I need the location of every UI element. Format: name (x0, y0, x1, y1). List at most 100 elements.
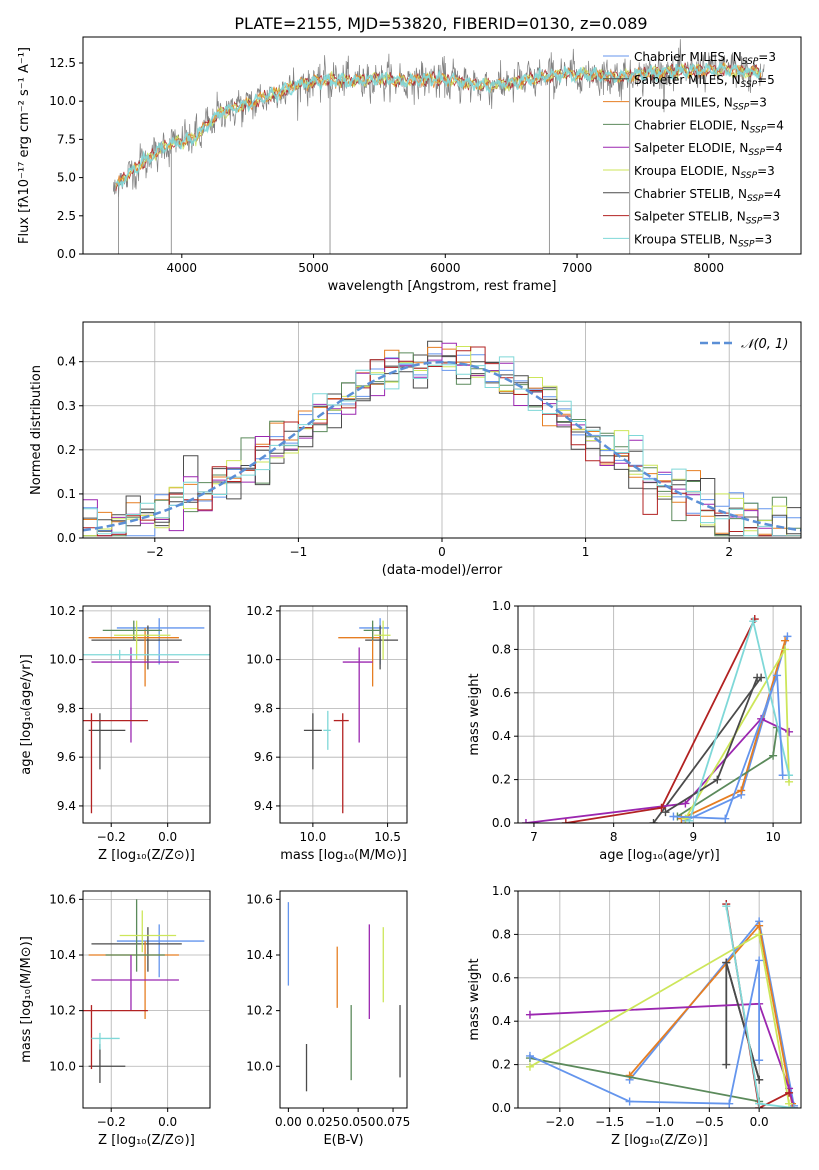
legend-series-name: Salpeter MILES (634, 73, 724, 87)
legend-nssp-label: , N (730, 187, 747, 201)
x-tick-label: 10 (765, 830, 780, 844)
weight-marker (755, 930, 764, 939)
chart-mass-vs-Z: −0.2 0.0 10.0 10.2 10.4 10.6 Z [log₁₀(Z/Z⊙)] ma… (19, 890, 211, 1148)
normal-curve (83, 360, 801, 532)
plot-area (83, 340, 801, 537)
y-tick-label: 10.2 (246, 1004, 273, 1018)
y-tick-label: 0.0 (492, 816, 511, 830)
weight-line (673, 675, 784, 820)
model-spectrum-line (115, 61, 762, 189)
legend-series-name: Salpeter ELODIE (634, 141, 732, 155)
legend-nssp-label: , N (733, 118, 750, 132)
y-axis-label: mass weight (467, 958, 482, 1040)
weight-marker (722, 902, 731, 911)
y-tick-label: 0.4 (57, 355, 76, 369)
legend-nssp-sub: SSP (748, 148, 765, 158)
y-tick-label: 0.1 (57, 487, 76, 501)
weight-marker (685, 816, 694, 823)
axes-frame (82, 605, 211, 824)
weight-marker (790, 1104, 799, 1108)
y-tick-label: 10.0 (49, 653, 76, 667)
error-bar-point (119, 910, 177, 953)
y-tick-label: 0.2 (492, 773, 511, 787)
weight-line (725, 962, 760, 1081)
y-tick-label: 10.2 (49, 604, 76, 618)
legend-series-name: Salpeter STELIB (634, 210, 729, 224)
error-bar-point (102, 620, 163, 641)
error-bar-point (374, 620, 391, 660)
weight-line (628, 923, 793, 1104)
weight-marker (749, 617, 758, 626)
weight-line (525, 717, 790, 823)
legend-label: Salpeter MILES, NSSP=5 (634, 73, 775, 90)
y-tick-label: 0.6 (492, 686, 511, 700)
weight-marker (625, 1071, 634, 1080)
legend-series-name: Chabrier MILES (634, 50, 725, 64)
weight-marker (755, 1075, 764, 1084)
plot-area (303, 618, 399, 814)
y-tick-label: 0.3 (57, 399, 76, 413)
axes-frame (82, 36, 802, 255)
x-tick-label: −0.5 (695, 1115, 724, 1129)
weight-marker (521, 819, 530, 823)
weight-marker (713, 775, 722, 784)
x-tick-label: 7 (530, 830, 538, 844)
y-tick-label: 10.0 (246, 653, 273, 667)
x-tick-label: −1.0 (645, 1115, 674, 1129)
weight-marker (769, 751, 778, 760)
y-tick-label: 2.5 (57, 209, 76, 223)
legend-label: Chabrier MILES, NSSP=3 (634, 50, 776, 67)
x-tick-label: 7000 (562, 261, 593, 275)
y-tick-label: 10.2 (49, 1004, 76, 1018)
legend-nssp-sub: SSP (746, 217, 763, 227)
legend-series-name: Kroupa ELODIE (634, 164, 724, 178)
error-bar-point (114, 620, 171, 660)
error-bar-point (116, 924, 205, 978)
legend-nssp-sub: SSP (741, 171, 758, 181)
chart-weight-vs-age: 7 8 9 10 0.0 0.2 0.4 0.6 0.8 1.0 age [log₁₀(age/yr… (467, 599, 802, 863)
axes-frame (279, 605, 408, 824)
weight-marker (781, 636, 790, 645)
y-tick-label: 10.6 (49, 892, 76, 906)
y-tick-label: 0.2 (492, 1058, 511, 1072)
x-tick-label: 0.050 (341, 1115, 375, 1129)
error-bar-point (116, 618, 205, 665)
weight-marker (785, 1088, 794, 1097)
x-axis-label: age [log₁₀(age/yr)] (599, 848, 720, 863)
legend-nssp-label: , N (716, 96, 733, 110)
x-tick-label: 8 (610, 830, 618, 844)
x-tick-label: 0.025 (306, 1115, 340, 1129)
residual-histogram (83, 346, 801, 537)
weight-marker (561, 819, 570, 823)
weight-marker (649, 819, 658, 823)
y-tick-label: 10.0 (246, 1059, 273, 1073)
error-bar-point (83, 713, 148, 814)
error-bar-point (303, 713, 322, 770)
weight-marker (681, 799, 690, 808)
error-bar-point (363, 620, 381, 641)
legend-label: Kroupa MILES, NSSP=3 (634, 96, 767, 113)
weight-marker (721, 814, 730, 823)
x-tick-label: 8000 (694, 261, 725, 275)
x-tick-label: 1 (582, 545, 590, 559)
legend-series-name: Chabrier STELIB (634, 187, 730, 201)
y-tick-label: 12.5 (49, 56, 76, 70)
legend-nssp-sub: SSP (750, 125, 767, 135)
legend-nssp-sub: SSP (742, 57, 759, 67)
legend-nssp-value: =4 (764, 187, 782, 201)
x-tick-label: 2 (725, 545, 733, 559)
chart-weight-vs-Z: −2.0 −1.5 −1.0 −0.5 0.0 0.0 0.2 0.4 0.6 0.8 1.0 Z [… (467, 884, 802, 1148)
legend-series-name: Kroupa STELIB (634, 232, 721, 246)
weight-marker (785, 1099, 794, 1108)
weight-marker (525, 1051, 534, 1060)
x-tick-label: −0.2 (97, 1115, 126, 1129)
y-tick-label: 0.8 (492, 927, 511, 941)
x-tick-label: 0.0 (158, 1115, 177, 1129)
x-tick-label: 10.0 (300, 830, 327, 844)
weight-marker (661, 808, 670, 817)
x-tick-label: 0.0 (750, 1115, 769, 1129)
legend-nssp-label: , N (721, 232, 738, 246)
residual-histogram (83, 356, 801, 537)
x-axis-label: wavelength [Angstrom, rest frame] (328, 279, 557, 294)
legend-label: Chabrier ELODIE, NSSP=4 (634, 118, 784, 135)
